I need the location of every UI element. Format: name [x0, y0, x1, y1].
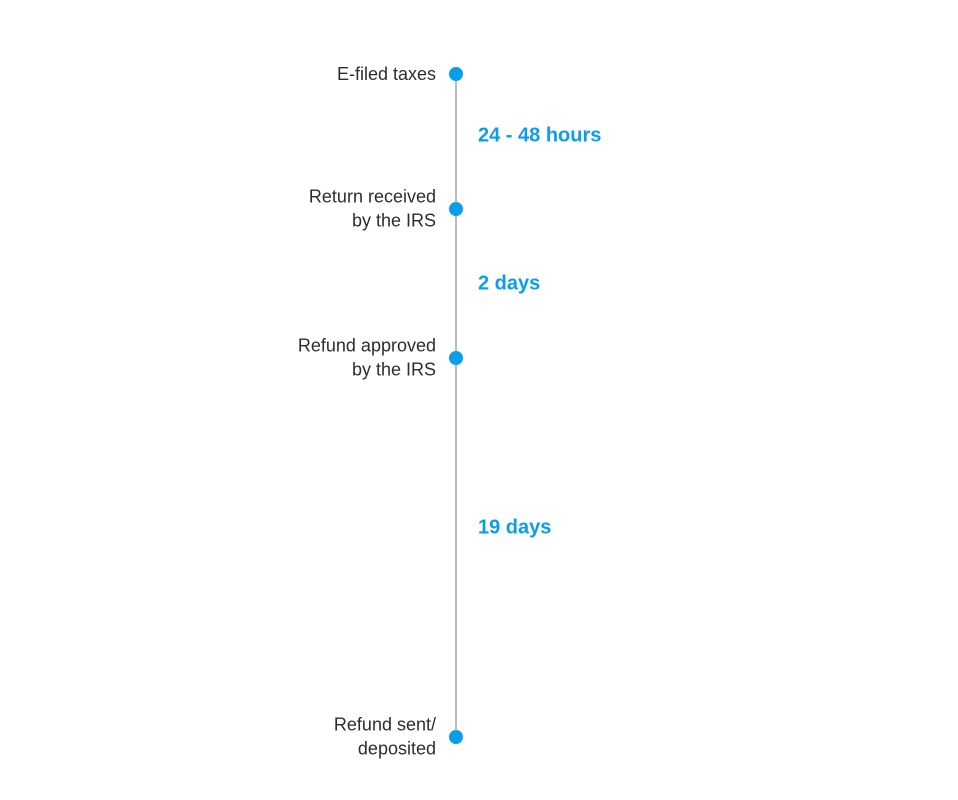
timeline-segment-line: [455, 216, 457, 351]
timeline-duration-label: 2 days: [478, 273, 540, 296]
timeline-node-label: Refund sent/ deposited: [236, 713, 436, 762]
timeline-segment-line: [455, 365, 457, 730]
timeline-duration-label: 24 - 48 hours: [478, 125, 601, 148]
timeline-node: [449, 67, 463, 81]
timeline-node-label: Refund approved by the IRS: [236, 334, 436, 383]
timeline-segment-line: [455, 81, 457, 202]
timeline-node-label: Return received by the IRS: [236, 185, 436, 234]
timeline-node: [449, 730, 463, 744]
timeline-node-label: E-filed taxes: [236, 62, 436, 86]
tax-refund-timeline: E-filed taxes Return received by the IRS…: [0, 0, 958, 800]
timeline-node: [449, 351, 463, 365]
timeline-duration-label: 19 days: [478, 517, 551, 540]
timeline-node: [449, 202, 463, 216]
